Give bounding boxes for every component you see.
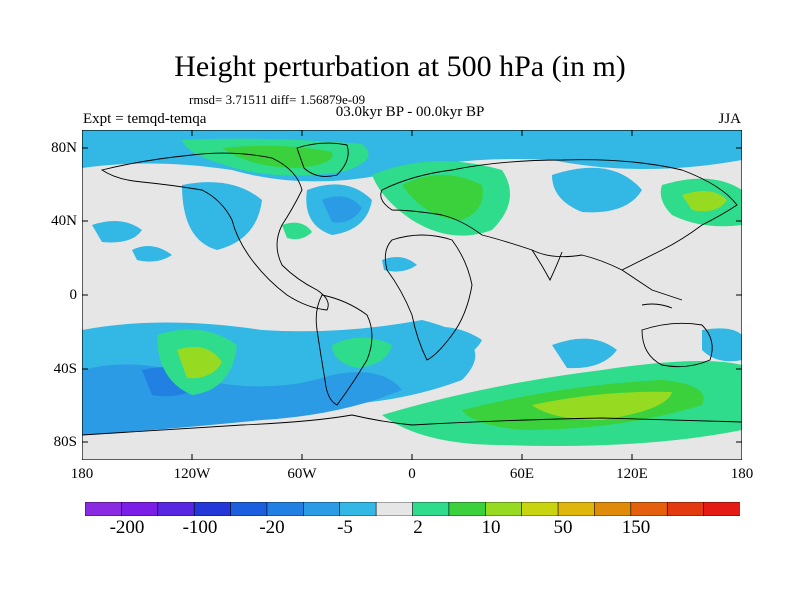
colorbar-label: -200	[109, 517, 145, 538]
colorbar-label: 2	[413, 517, 423, 538]
colorbar-label: 50	[553, 517, 573, 538]
colorbar-swatch	[85, 502, 123, 516]
colorbar-swatch	[157, 502, 195, 516]
colorbar-label: -100	[182, 517, 218, 538]
coastlines	[82, 142, 742, 436]
colorbar-label: -5	[337, 517, 353, 538]
colorbar-swatch	[193, 502, 232, 516]
season-label: JJA	[718, 111, 741, 127]
lat-label-40n: 40N	[51, 213, 77, 229]
lon-label-180-west: 180	[70, 466, 94, 482]
colorbar	[85, 502, 740, 516]
contour-field	[82, 130, 742, 460]
colorbar-swatch	[339, 502, 377, 516]
colorbar-label: 10	[481, 517, 501, 538]
colorbar-label: 150	[621, 517, 651, 538]
colorbar-label: -20	[259, 517, 285, 538]
lon-label-0: 0	[408, 466, 416, 482]
colorbar-swatch	[630, 502, 669, 516]
colorbar-swatch	[303, 502, 341, 516]
colorbar-swatch	[375, 502, 414, 516]
period-text: 03.0kyr BP - 00.0kyr BP	[335, 104, 485, 120]
lat-label-40s: 40S	[53, 361, 77, 377]
lat-label-80s: 80S	[53, 434, 77, 450]
lon-label-120w: 120W	[173, 466, 211, 482]
experiment-label: Expt = temqd-temqa	[83, 111, 207, 127]
lon-label-180-east: 180	[730, 466, 754, 482]
stats-text: rmsd= 3.71511 diff= 1.56879e-09	[189, 92, 366, 107]
lon-label-60e: 60E	[509, 466, 535, 482]
colorbar-swatch	[703, 502, 740, 516]
colorbar-swatch	[266, 502, 305, 516]
axis-ticks	[82, 130, 742, 460]
colorbar-swatch	[121, 502, 159, 516]
colorbar-swatch	[484, 502, 523, 516]
colorbar-swatch	[666, 502, 705, 516]
world-map	[82, 130, 742, 460]
lon-label-60w: 60W	[287, 466, 317, 482]
colorbar-swatch	[557, 502, 596, 516]
colorbar-swatch	[412, 502, 450, 516]
colorbar-swatch	[448, 502, 487, 516]
lat-label-0: 0	[69, 287, 78, 303]
lat-label-80n: 80N	[51, 140, 77, 156]
figure-title: Height perturbation at 500 hPa (in m)	[174, 50, 626, 83]
colorbar-swatch	[594, 502, 632, 516]
colorbar-swatch	[230, 502, 268, 516]
colorbar-swatch	[521, 502, 559, 516]
lon-label-120e: 120E	[616, 466, 648, 482]
